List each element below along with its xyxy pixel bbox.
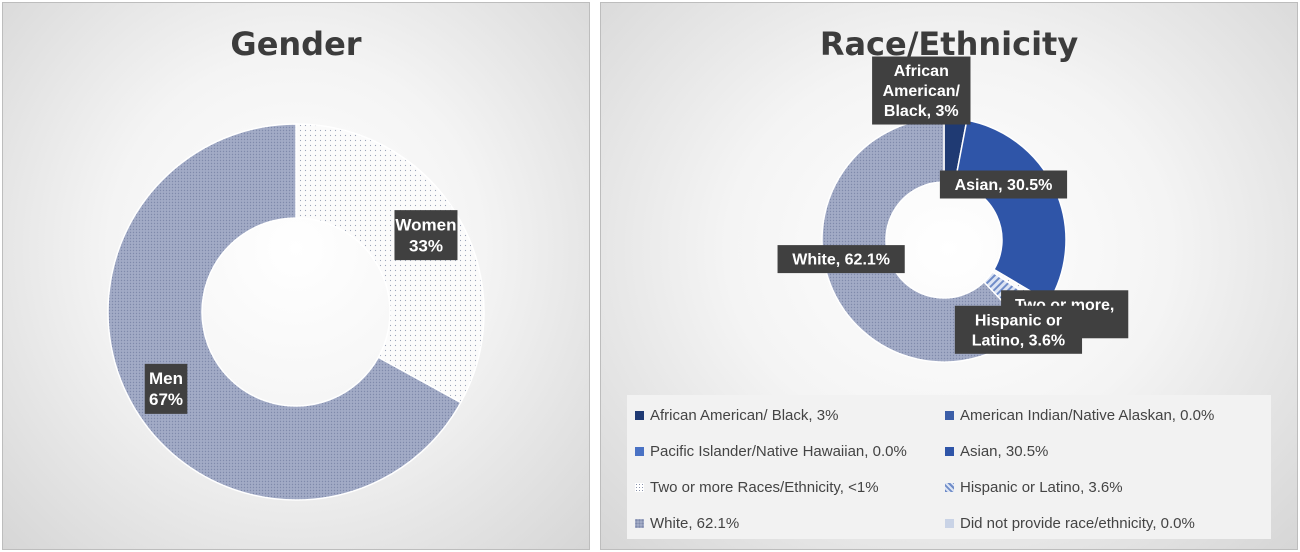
legend-swatch — [945, 519, 954, 528]
data-label: African American/Black, 3% — [872, 56, 971, 125]
svg-text:33%: 33% — [409, 237, 443, 256]
race-chart-panel: Race/Ethnicity African American/Black, 3%… — [600, 2, 1298, 550]
slice-women — [295, 123, 485, 404]
legend-item: Did not provide race/ethnicity, 0.0% — [945, 515, 1195, 532]
svg-text:American/: American/ — [883, 83, 961, 100]
svg-text:Women: Women — [395, 216, 456, 235]
legend-swatch — [945, 483, 954, 492]
legend-item: Hispanic or Latino, 3.6% — [945, 479, 1123, 496]
slice-asian — [953, 119, 1067, 304]
svg-text:67%: 67% — [149, 390, 183, 409]
svg-text:African: African — [894, 63, 949, 80]
legend-item: White, 62.1% — [635, 515, 739, 532]
legend-label: Did not provide race/ethnicity, 0.0% — [960, 515, 1195, 532]
legend-item: Pacific Islander/Native Hawaiian, 0.0% — [635, 443, 907, 460]
gender-chart-panel: Gender Women 33% Men 67% — [2, 2, 590, 550]
svg-text:Hispanic or: Hispanic or — [975, 312, 1062, 329]
svg-text:Black, 3%: Black, 3% — [884, 103, 959, 120]
data-label: Men 67% — [144, 363, 188, 414]
svg-text:White, 62.1%: White, 62.1% — [792, 252, 890, 269]
svg-text:Men: Men — [149, 369, 183, 388]
chart-legend: African American/ Black, 3% American Indi… — [627, 395, 1271, 539]
slice-men — [107, 123, 462, 501]
data-label: Asian, 30.5% — [939, 170, 1068, 199]
legend-label: Two or more Races/Ethnicity, <1% — [650, 479, 879, 496]
legend-swatch — [635, 519, 644, 528]
legend-item: African American/ Black, 3% — [635, 407, 838, 424]
legend-label: Pacific Islander/Native Hawaiian, 0.0% — [650, 443, 907, 460]
legend-item: Two or more Races/Ethnicity, <1% — [635, 479, 879, 496]
slice-white — [821, 117, 1030, 363]
legend-label: Hispanic or Latino, 3.6% — [960, 479, 1123, 496]
legend-swatch — [635, 483, 644, 492]
legend-item: Asian, 30.5% — [945, 443, 1048, 460]
data-label: Hispanic or Latino, 3.6% — [954, 305, 1083, 354]
legend-label: White, 62.1% — [650, 515, 740, 532]
legend-swatch — [945, 447, 954, 456]
legend-label: African American/ Black, 3% — [650, 407, 839, 424]
legend-swatch — [635, 411, 644, 420]
svg-text:Asian, 30.5%: Asian, 30.5% — [955, 177, 1053, 194]
legend-item: American Indian/Native Alaskan, 0.0% — [945, 407, 1214, 424]
legend-label: Asian, 30.5% — [960, 443, 1049, 460]
data-label: White, 62.1% — [777, 245, 905, 274]
legend-label: American Indian/Native Alaskan, 0.0% — [960, 407, 1215, 424]
legend-swatch — [945, 411, 954, 420]
svg-text:Latino, 3.6%: Latino, 3.6% — [972, 332, 1065, 349]
legend-swatch — [635, 447, 644, 456]
chart-title: Gender — [230, 25, 362, 63]
gender-donut-chart: Women 33% Men 67% — [107, 123, 485, 501]
data-label: Women 33% — [394, 210, 458, 261]
